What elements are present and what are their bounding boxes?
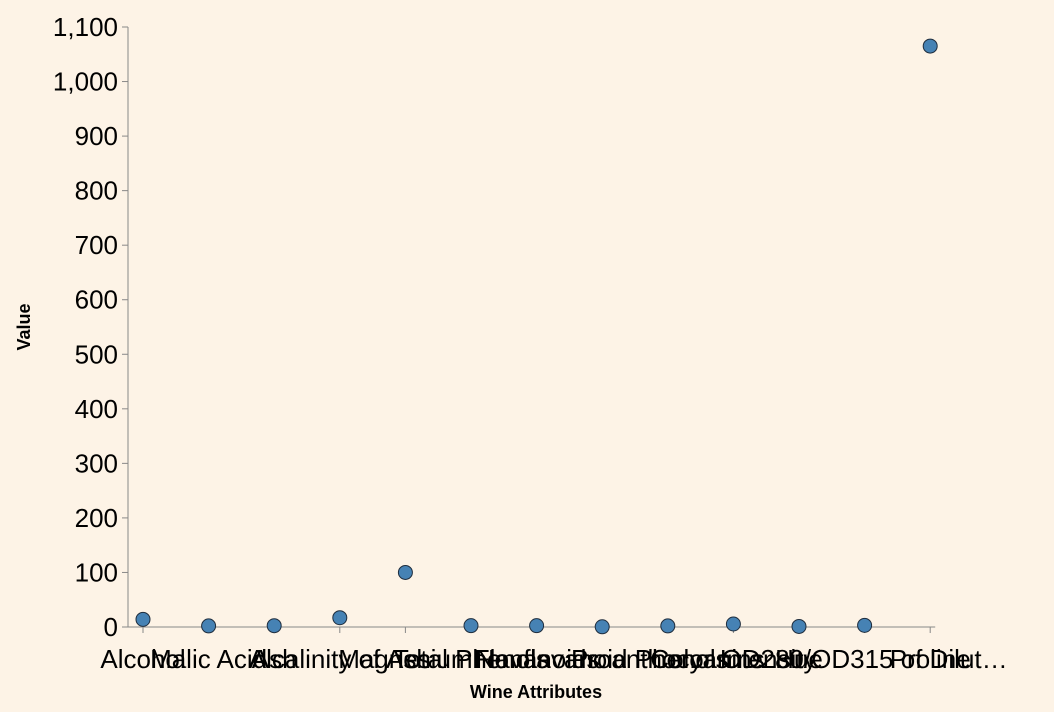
- y-tick-label: 200: [75, 503, 118, 533]
- x-tick-label: Flavanoids: [474, 644, 600, 674]
- x-tick-label: Nonflavanoid Phenols: [476, 644, 729, 674]
- data-point[interactable]: [266, 618, 282, 634]
- x-tick-label: Magnesium: [338, 644, 472, 674]
- data-point[interactable]: [463, 618, 479, 634]
- x-tick-label: Malic Acid: [150, 644, 267, 674]
- data-point[interactable]: [332, 610, 348, 626]
- y-tick-label: 500: [75, 339, 118, 369]
- data-point[interactable]: [857, 617, 873, 633]
- x-axis-title: Wine Attributes: [470, 682, 602, 702]
- x-tick-label: Proline: [890, 644, 971, 674]
- y-tick-label: 400: [75, 394, 118, 424]
- data-point[interactable]: [594, 619, 610, 635]
- y-tick-label: 1,000: [53, 67, 118, 97]
- y-axis: 0 100 200 300 400 500 600 700 800 900 1,000 1,100: [53, 12, 129, 642]
- y-tick-label: 900: [75, 121, 118, 151]
- data-point[interactable]: [791, 618, 807, 634]
- y-tick-label: 0: [104, 612, 118, 642]
- y-axis-title: Value: [14, 303, 34, 350]
- x-tick-label: Ash: [252, 644, 297, 674]
- y-tick-label: 1,100: [53, 12, 118, 42]
- x-tick-label: Total Phenols: [393, 644, 549, 674]
- data-point[interactable]: [397, 564, 413, 580]
- data-point[interactable]: [660, 618, 676, 634]
- x-tick-label: Proanthocyanins: [571, 644, 765, 674]
- y-tick-label: 100: [75, 557, 118, 587]
- x-tick-label: OD280/OD315 of Dilut…: [722, 644, 1008, 674]
- x-tick-label: Hue: [775, 644, 823, 674]
- y-tick-label: 800: [75, 176, 118, 206]
- data-points: [135, 38, 938, 635]
- data-point[interactable]: [922, 38, 938, 54]
- y-tick-label: 300: [75, 448, 118, 478]
- y-tick-label: 700: [75, 230, 118, 260]
- x-tick-label: Alcohol: [100, 644, 185, 674]
- data-point[interactable]: [201, 618, 217, 634]
- data-point[interactable]: [725, 616, 741, 632]
- y-tick-label: 600: [75, 285, 118, 315]
- data-point[interactable]: [529, 618, 545, 634]
- data-point[interactable]: [135, 611, 151, 627]
- x-tick-label: Alcalinity of Ash: [249, 644, 431, 674]
- x-tick-label: Color Intensity: [650, 644, 816, 674]
